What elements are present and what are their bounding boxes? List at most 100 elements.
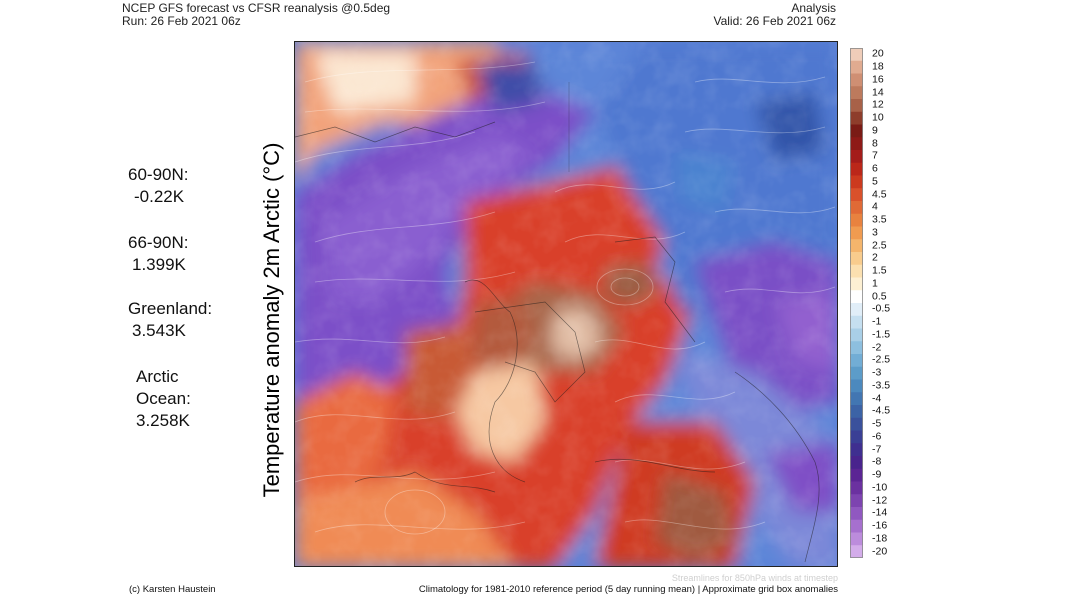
colorbar-cell xyxy=(850,60,863,75)
colorbar-tick-label: -14 xyxy=(872,506,888,519)
colorbar-cell xyxy=(850,532,863,546)
colorbar-cell xyxy=(850,264,863,279)
colorbar-cell xyxy=(850,252,863,266)
run-time: Run: 26 Feb 2021 06z xyxy=(122,14,241,28)
stat-arctic-ocean: Arctic Ocean: 3.258K xyxy=(136,366,191,430)
colorbar-tick-label: 5 xyxy=(872,175,878,188)
colorbar-tick-label: -10 xyxy=(872,481,888,494)
stat-arctic-ocean-label: Arctic Ocean: xyxy=(136,366,191,410)
colorbar-tick-label: -1.5 xyxy=(872,328,891,341)
colorbar-cell xyxy=(850,417,863,432)
colorbar-cell xyxy=(850,188,863,202)
colorbar-tick-label: 1 xyxy=(872,277,878,290)
colorbar-cell xyxy=(850,456,863,470)
colorbar-cell xyxy=(850,303,863,317)
colorbar-cell xyxy=(850,73,863,87)
colorbar-tick-label: -8 xyxy=(872,455,882,468)
stat-66-90n: 66-90N: 1.399K xyxy=(128,233,189,274)
stat-arctic-ocean-label-line: Arctic xyxy=(136,367,179,386)
colorbar-cell xyxy=(850,366,863,381)
colorbar-cell xyxy=(850,315,863,330)
colorbar-cell xyxy=(850,443,863,457)
stat-arctic-ocean-label-line: Ocean: xyxy=(136,389,191,408)
colorbar-tick-label: -7 xyxy=(872,443,882,456)
colorbar-tick-label: -16 xyxy=(872,519,888,532)
colorbar-cell xyxy=(850,430,863,444)
colorbar-tick-label: 2.5 xyxy=(872,239,887,252)
colorbar-cell xyxy=(850,507,863,521)
colorbar-cell xyxy=(850,48,863,62)
colorbar-cell xyxy=(850,468,863,483)
colorbar-cell xyxy=(850,494,863,508)
colorbar-tick-label: 4.5 xyxy=(872,188,887,201)
colorbar-cell xyxy=(850,162,863,177)
colorbar-tick-label: -4 xyxy=(872,392,882,405)
colorbar-cell xyxy=(850,137,863,151)
colorbar-tick-label: -3.5 xyxy=(872,379,891,392)
colorbar-tick-label: 12 xyxy=(872,98,884,111)
colorbar-tick-label: 2 xyxy=(872,251,878,264)
vertical-axis-title: Temperature anomaly 2m Arctic (°C) xyxy=(259,142,284,498)
colorbar-tick-label: -20 xyxy=(872,545,888,558)
colorbar-cell xyxy=(850,341,863,355)
anomaly-map-graphic xyxy=(295,42,837,566)
colorbar-cell xyxy=(850,328,863,342)
credit: (c) Karsten Haustein xyxy=(129,584,216,595)
colorbar-tick-label: 8 xyxy=(872,137,878,150)
colorbar-tick-label: 9 xyxy=(872,124,878,137)
colorbar-tick-label: -9 xyxy=(872,468,882,481)
stat-60-90n: 60-90N: -0.22K xyxy=(128,165,189,206)
colorbar-tick-label: -0.5 xyxy=(872,302,891,315)
colorbar-cell xyxy=(850,519,863,534)
header-right: Analysis Valid: 26 Feb 2021 06z xyxy=(713,2,836,28)
colorbar-tick-label: -3 xyxy=(872,366,882,379)
colorbar-cell xyxy=(850,545,863,558)
header-left: NCEP GFS forecast vs CFSR reanalysis @0.… xyxy=(122,2,390,28)
colorbar-tick-label: -12 xyxy=(872,494,888,507)
colorbar-cell xyxy=(850,99,863,113)
colorbar-tick-label: 6 xyxy=(872,162,878,175)
colorbar-cell xyxy=(850,226,863,240)
colorbar-tick-label: 10 xyxy=(872,111,884,124)
colorbar-cell xyxy=(850,379,863,393)
colorbar-tick-label: 16 xyxy=(872,73,884,86)
colorbar-cell xyxy=(850,111,863,126)
colorbar-cell xyxy=(850,124,863,138)
colorbar-cell xyxy=(850,201,863,215)
analysis-label: Analysis xyxy=(791,1,836,15)
coastlines xyxy=(295,82,820,563)
colorbar-cell xyxy=(850,481,863,495)
colorbar-tick-label: -6 xyxy=(872,430,882,443)
colorbar-tick-label: -2 xyxy=(872,341,882,354)
colorbar-tick-label: -18 xyxy=(872,532,888,545)
streamline-note: Streamlines for 850hPa winds at timestep xyxy=(671,573,838,583)
stat-greenland: Greenland: 3.543K xyxy=(128,299,213,340)
colorbar-tick-label: -5 xyxy=(872,417,882,430)
colorbar-cell xyxy=(850,354,863,368)
climatology-note: Climatology for 1981-2010 reference peri… xyxy=(418,584,838,595)
colorbar-tick-label: 14 xyxy=(872,86,884,99)
map-title: NCEP GFS forecast vs CFSR reanalysis @0.… xyxy=(122,1,391,15)
colorbar-cell xyxy=(850,290,863,304)
colorbar-cell xyxy=(850,277,863,291)
valid-time: Valid: 26 Feb 2021 06z xyxy=(713,14,836,28)
colorbar-cell xyxy=(850,175,863,189)
colorbar-cell xyxy=(850,213,863,228)
colorbar-cell xyxy=(850,392,863,406)
colorbar-cell xyxy=(850,150,863,164)
colorbar-tick-label: 3.5 xyxy=(872,213,887,226)
colorbar: 20 18 16 14 12 10 9 8 7 6 5 4.5 4 3.5 3 2.5 2 1.5 1 0.5 -0.5… xyxy=(850,48,910,558)
colorbar-cell xyxy=(850,86,863,100)
colorbar-tick-label: 3 xyxy=(872,226,878,239)
colorbar-graphic xyxy=(850,48,863,558)
colorbar-tick-label: -4.5 xyxy=(872,404,891,417)
colorbar-tick-label: -2.5 xyxy=(872,353,891,366)
colorbar-cell xyxy=(850,239,863,253)
colorbar-tick-label: 20 xyxy=(872,47,884,60)
colorbar-tick-label: 7 xyxy=(872,149,878,162)
anomaly-map[interactable] xyxy=(294,41,838,567)
colorbar-tick-label: 18 xyxy=(872,60,884,73)
colorbar-tick-label: 0.5 xyxy=(872,290,887,303)
colorbar-tick-label: 1.5 xyxy=(872,264,887,277)
colorbar-cell xyxy=(850,405,863,419)
